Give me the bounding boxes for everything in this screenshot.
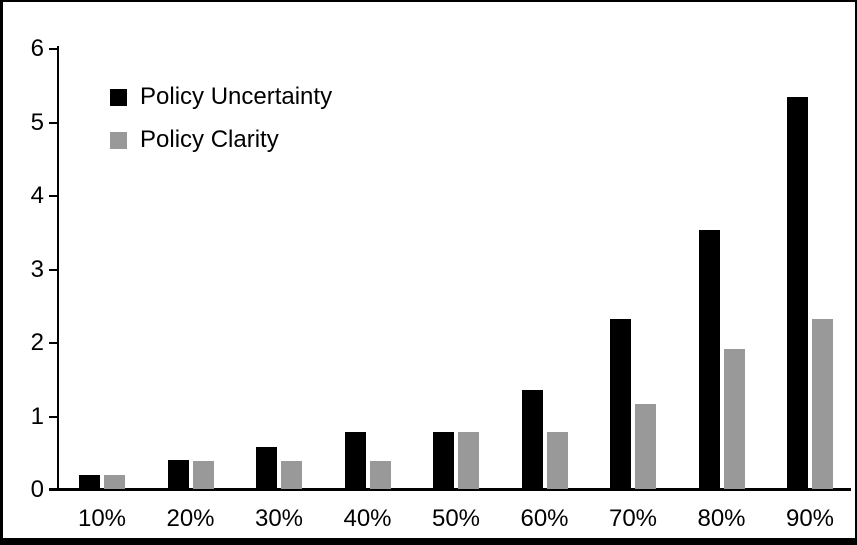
legend-label-policy-uncertainty: Policy Uncertainty [140, 83, 333, 110]
bar-policy-uncertainty-90% [787, 97, 808, 489]
bar-policy-uncertainty-50% [433, 432, 454, 489]
y-tick-mark [49, 342, 57, 344]
x-tick-label: 10% [77, 505, 127, 532]
bar-policy-clarity-50% [458, 432, 479, 489]
legend-label-policy-clarity: Policy Clarity [140, 126, 279, 153]
y-tick-mark [49, 195, 57, 197]
y-tick-mark [49, 48, 57, 50]
bar-policy-uncertainty-70% [610, 319, 631, 489]
y-tick-label: 1 [30, 402, 44, 430]
bar-policy-uncertainty-10% [79, 475, 100, 489]
bar-policy-clarity-70% [635, 404, 656, 489]
y-tick-label: 6 [30, 35, 44, 62]
y-tick-mark [49, 121, 57, 124]
y-tick-label: 5 [30, 108, 44, 136]
y-tick-label: 3 [30, 255, 44, 283]
bar-policy-clarity-80% [723, 349, 745, 489]
bar-policy-clarity-10% [104, 475, 125, 489]
bar-policy-uncertainty-40% [344, 432, 366, 489]
bar-policy-clarity-30% [281, 461, 302, 489]
y-tick-mark [49, 489, 57, 491]
bar-policy-uncertainty-80% [698, 230, 720, 489]
bar-policy-uncertainty-60% [521, 390, 543, 489]
x-tick-label: 80% [697, 505, 746, 532]
y-tick-mark [49, 268, 57, 271]
bar-policy-clarity-60% [546, 432, 568, 489]
x-tick-label: 70% [608, 505, 658, 532]
y-tick-label: 0 [30, 476, 44, 503]
legend-swatch-policy-uncertainty [110, 88, 127, 106]
bar-policy-clarity-40% [369, 461, 391, 489]
x-axis [49, 488, 851, 491]
bar-policy-clarity-20% [192, 461, 214, 489]
bar-policy-uncertainty-20% [167, 460, 189, 489]
legend-item-policy-clarity: Policy Clarity [110, 127, 332, 153]
x-tick-label: 90% [785, 505, 835, 532]
y-tick-label: 2 [30, 329, 44, 356]
bar-policy-clarity-90% [812, 319, 833, 489]
x-tick-label: 20% [166, 505, 215, 532]
bar-policy-uncertainty-30% [256, 447, 277, 489]
x-tick-label: 40% [343, 505, 392, 532]
x-tick-label: 30% [254, 505, 304, 532]
x-tick-label: 50% [431, 505, 481, 532]
x-tick-label: 60% [520, 505, 569, 532]
y-axis [57, 46, 59, 490]
legend: Policy Uncertainty Policy Clarity [110, 84, 332, 153]
y-tick-label: 4 [30, 182, 44, 209]
y-tick-mark [49, 415, 57, 418]
legend-item-policy-uncertainty: Policy Uncertainty [110, 84, 332, 110]
legend-swatch-policy-clarity [110, 131, 127, 149]
